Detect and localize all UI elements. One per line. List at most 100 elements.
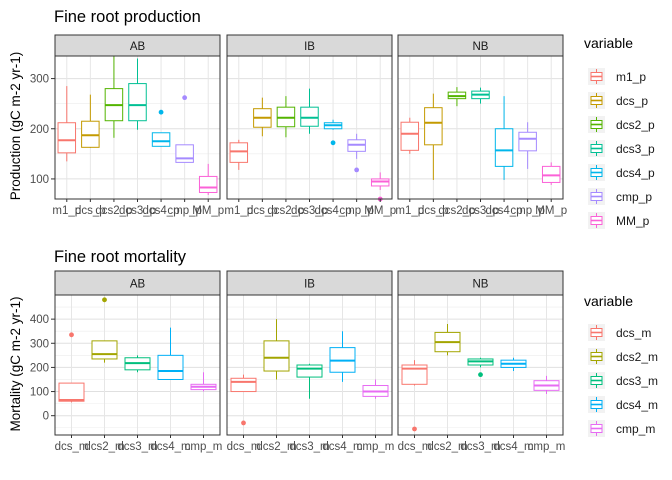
box bbox=[296, 364, 323, 378]
production-x-tick-label: dcs_p bbox=[75, 205, 106, 217]
box bbox=[400, 121, 420, 151]
mortality-chart: Fine root mortality Mortality (gC m-2 yr… bbox=[8, 248, 658, 453]
mortality-y-tick-label: 100 bbox=[30, 387, 49, 399]
mortality-box-dcs3_m bbox=[296, 363, 323, 399]
outlier-point bbox=[182, 95, 188, 101]
mortality-box-dcs_m bbox=[58, 332, 85, 403]
mortality-x-tick-label: dcs3_m bbox=[117, 441, 157, 453]
mortality-legend-key-dcs4_m bbox=[588, 396, 605, 413]
outlier-point bbox=[241, 420, 246, 426]
mortality-x-tick-label: cmp_m bbox=[357, 441, 395, 453]
production-legend-key-dcs2_p bbox=[588, 116, 605, 133]
production-x-tick-label: dcs4_p bbox=[143, 205, 180, 217]
box bbox=[157, 354, 184, 380]
production-strip-label: AB bbox=[130, 41, 146, 53]
mortality-panels: 0100200300400ABdcs_mdcs2_mdcs3_mdcs4_mcm… bbox=[30, 270, 566, 453]
production-x-tick-label: dcs3_p bbox=[291, 205, 328, 217]
mortality-x-tick-label: dcs2_m bbox=[256, 441, 296, 453]
mortality-x-tick-label: dcs4_m bbox=[322, 441, 362, 453]
production-legend-label: dcs4_p bbox=[616, 166, 655, 180]
production-box-MM_p bbox=[370, 172, 390, 202]
mortality-legend-key-dcs2_m bbox=[588, 348, 605, 365]
production-y-tick-label: 100 bbox=[30, 174, 49, 186]
box bbox=[58, 382, 85, 402]
mortality-box-dcs3_m bbox=[467, 357, 494, 378]
production-strip-label: IB bbox=[304, 41, 315, 53]
production-legend-key-MM_p bbox=[588, 212, 605, 229]
box bbox=[370, 178, 390, 187]
production-box-m1_p bbox=[57, 86, 77, 162]
production-box-dcs2_p bbox=[276, 96, 296, 138]
outlier-point bbox=[354, 167, 360, 173]
mortality-title: Fine root mortality bbox=[54, 248, 187, 266]
mortality-x-tick-label: cmp_m bbox=[528, 441, 566, 453]
production-legend-label: m1_p bbox=[616, 70, 646, 84]
production-box-dcs3_p bbox=[128, 58, 147, 130]
box bbox=[494, 128, 514, 167]
outlier-point bbox=[330, 140, 336, 146]
production-box-dcs3_p bbox=[471, 87, 490, 104]
production-x-tick-label: m1_p bbox=[52, 205, 81, 217]
mortality-y-tick-label: 200 bbox=[30, 362, 49, 374]
mortality-strip bbox=[397, 270, 564, 296]
production-legend-label: dcs_p bbox=[616, 94, 648, 108]
production-box-m1_p bbox=[229, 139, 249, 170]
box bbox=[401, 364, 428, 385]
mortality-box-dcs2_m bbox=[263, 319, 290, 380]
box bbox=[175, 144, 194, 163]
production-x-tick-label: MM_p bbox=[535, 205, 567, 217]
mortality-x-tick-label: dcs4_m bbox=[493, 441, 533, 453]
mortality-legend-key-cmp_m bbox=[588, 420, 605, 437]
production-box-dcs4_p bbox=[494, 96, 514, 180]
mortality-strip-label: AB bbox=[130, 279, 146, 291]
mortality-legend-key-dcs_m bbox=[588, 324, 605, 341]
mortality-x-tick-label: dcs2_m bbox=[84, 441, 124, 453]
box bbox=[57, 122, 77, 154]
mortality-x-tick-label: dcs2_m bbox=[427, 441, 467, 453]
production-strip-label: NB bbox=[473, 41, 489, 53]
production-x-tick-label: dcs4_p bbox=[486, 205, 523, 217]
mortality-box-dcs_m bbox=[230, 374, 257, 426]
production-legend-key-dcs4_p bbox=[588, 164, 605, 181]
production-legend-label: dcs3_p bbox=[616, 142, 655, 156]
production-x-tick-label: cmp_p bbox=[339, 205, 374, 217]
mortality-legend-label: dcs3_m bbox=[616, 374, 658, 388]
mortality-box-dcs4_m bbox=[157, 327, 184, 380]
production-box-dcs4_p bbox=[151, 109, 171, 147]
production-box-dcs2_p bbox=[104, 56, 124, 138]
box bbox=[128, 83, 147, 122]
production-x-tick-label: m1_p bbox=[224, 205, 253, 217]
production-legend-label: cmp_p bbox=[616, 190, 652, 204]
production-box-dcs_p bbox=[424, 93, 443, 180]
production-legend: m1_p dcs_p dcs2_p dcs3_p dcs4_p cmp_p MM_p bbox=[588, 68, 655, 229]
production-x-tick-label: cmp_p bbox=[510, 205, 545, 217]
production-y-tick-label: 300 bbox=[30, 74, 49, 86]
box bbox=[198, 175, 218, 193]
mortality-x-tick-label: dcs4_m bbox=[150, 441, 190, 453]
mortality-strip bbox=[54, 270, 221, 296]
mortality-box-cmp_m bbox=[533, 375, 560, 394]
production-chart: Fine root production Production (gC m-2 … bbox=[8, 8, 655, 229]
production-box-cmp_p bbox=[347, 133, 366, 173]
mortality-y-tick-label: 400 bbox=[30, 314, 49, 326]
box bbox=[300, 106, 319, 127]
outlier-point bbox=[158, 109, 164, 115]
mortality-legend: dcs_m dcs2_m dcs3_m dcs4_m cmp_m bbox=[588, 324, 658, 437]
production-y-axis-label: Production (gC m-2 yr-1) bbox=[8, 52, 23, 201]
mortality-box-cmp_m bbox=[362, 379, 389, 399]
mortality-box-dcs2_m bbox=[434, 323, 461, 356]
production-legend-key-m1_p bbox=[588, 68, 605, 85]
mortality-strip-label: NB bbox=[473, 279, 489, 291]
mortality-legend-label: dcs4_m bbox=[616, 398, 658, 412]
production-legend-key-cmp_p bbox=[588, 188, 605, 205]
production-box-MM_p bbox=[541, 162, 561, 185]
box bbox=[91, 340, 118, 360]
production-legend-label: dcs2_p bbox=[616, 118, 655, 132]
mortality-legend-title: variable bbox=[584, 293, 633, 309]
